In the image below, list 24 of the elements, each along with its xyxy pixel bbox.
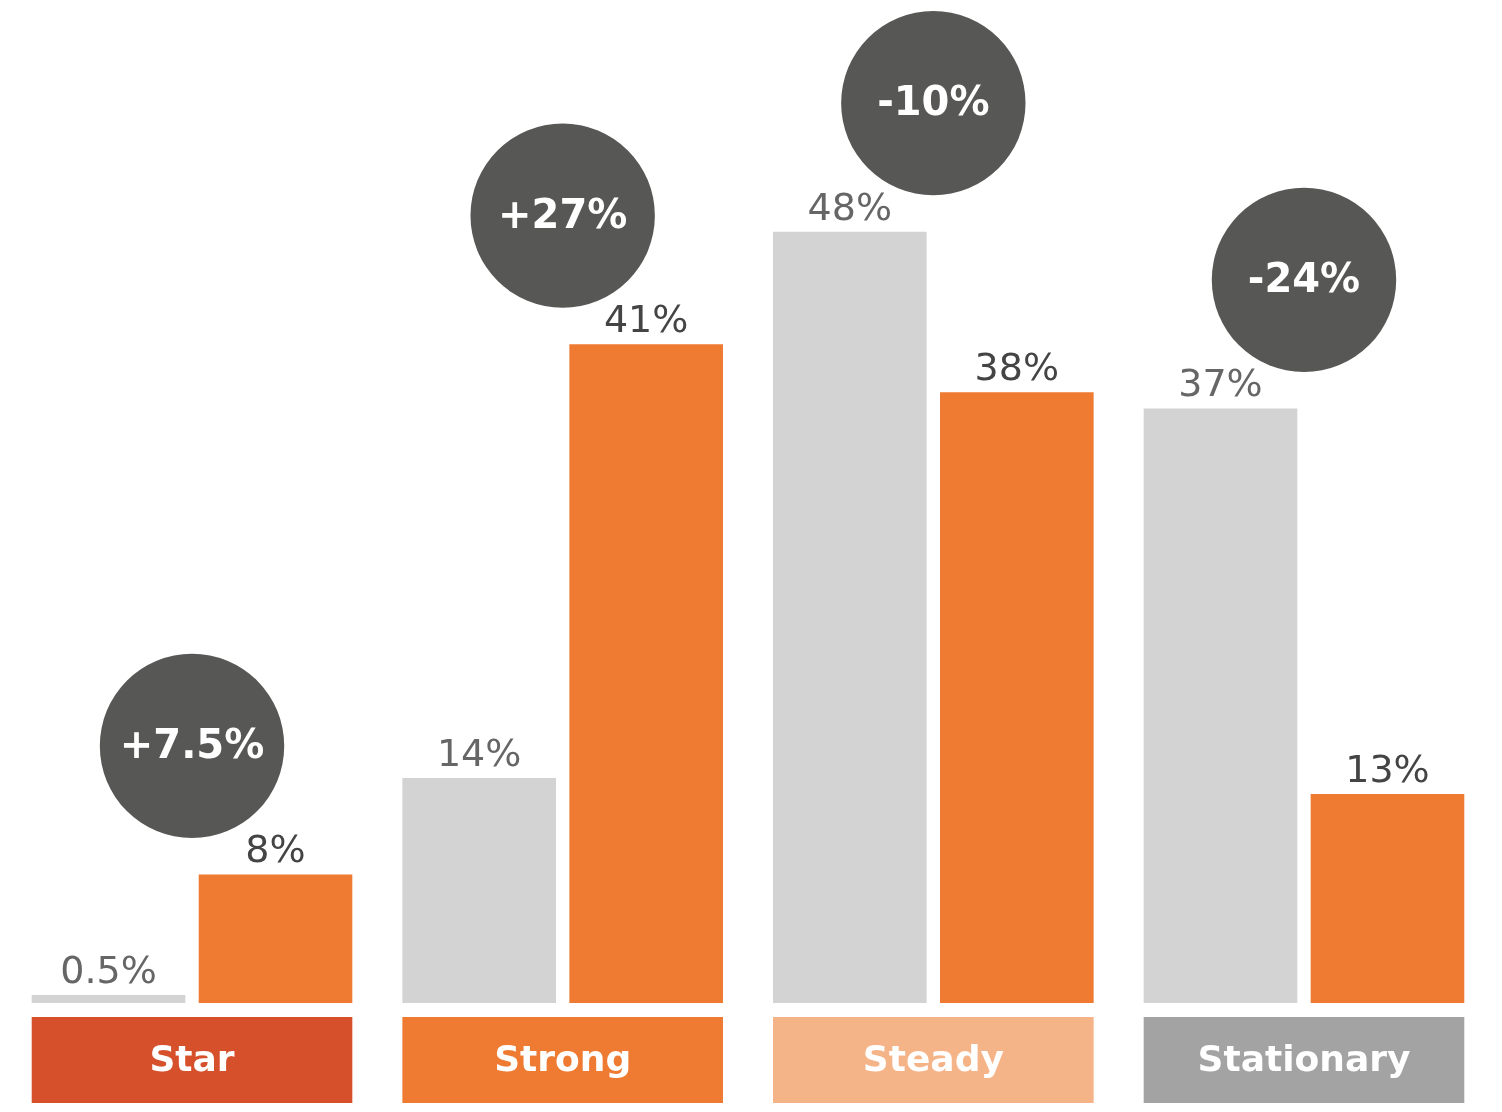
- bar: [569, 344, 723, 1003]
- data-label: 41%: [603, 297, 689, 342]
- data-label: 0.5%: [60, 947, 157, 992]
- bar: [940, 392, 1094, 1003]
- x-tick-label: Star: [149, 1038, 235, 1079]
- bar: [773, 231, 927, 1003]
- annotation: -24%: [1247, 254, 1361, 301]
- data-label: 13%: [1345, 747, 1430, 792]
- bar: [31, 994, 186, 1003]
- data-label: 48%: [807, 184, 893, 229]
- x-tick-label: Steady: [862, 1038, 1004, 1079]
- annotation: +7.5%: [119, 720, 265, 767]
- x-tick-label: Strong: [494, 1038, 632, 1079]
- bar: [198, 874, 353, 1003]
- data-label: 14%: [436, 731, 522, 776]
- data-label: 38%: [974, 345, 1060, 390]
- x-tick-label: Stationary: [1197, 1038, 1411, 1079]
- data-label: 37%: [1178, 361, 1263, 406]
- bar: [402, 778, 556, 1003]
- bar: [1143, 408, 1298, 1003]
- bar: [1310, 794, 1465, 1003]
- data-label: 8%: [245, 827, 306, 872]
- annotation: +27%: [498, 190, 628, 237]
- text: -10%: [877, 78, 990, 125]
